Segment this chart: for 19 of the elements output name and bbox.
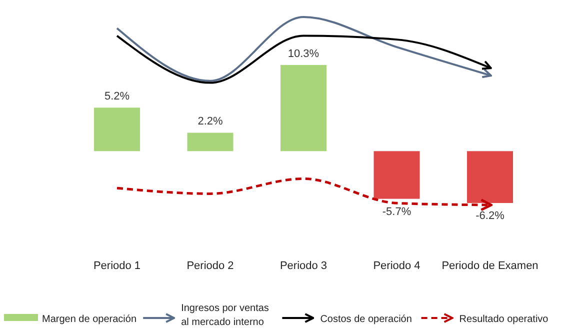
x-tick-label: Periodo 1 <box>93 260 141 272</box>
x-tick-label: Periodo 3 <box>280 260 328 272</box>
data-label: -5.7% <box>382 206 412 218</box>
bar <box>187 132 234 152</box>
data-label: 2.2% <box>198 116 223 128</box>
data-label: 10.3% <box>288 48 320 60</box>
bar <box>280 65 326 152</box>
x-tick-label: Periodo 4 <box>373 260 420 272</box>
bar <box>467 151 513 203</box>
legend-label: Costos de operación <box>320 314 412 325</box>
x-tick-label: Periodo de Examen <box>442 260 538 272</box>
legend-label: Margen de operación <box>42 314 137 325</box>
bar <box>94 108 140 152</box>
data-label: 5.2% <box>104 90 130 103</box>
data-label: -6.2% <box>476 210 505 222</box>
legend-label: Ingresos por ventas al mercado interno <box>181 303 269 328</box>
legend-label: Resultado operativo <box>459 314 549 325</box>
x-tick-label: Periodo 2 <box>186 260 234 272</box>
bar <box>374 151 420 199</box>
